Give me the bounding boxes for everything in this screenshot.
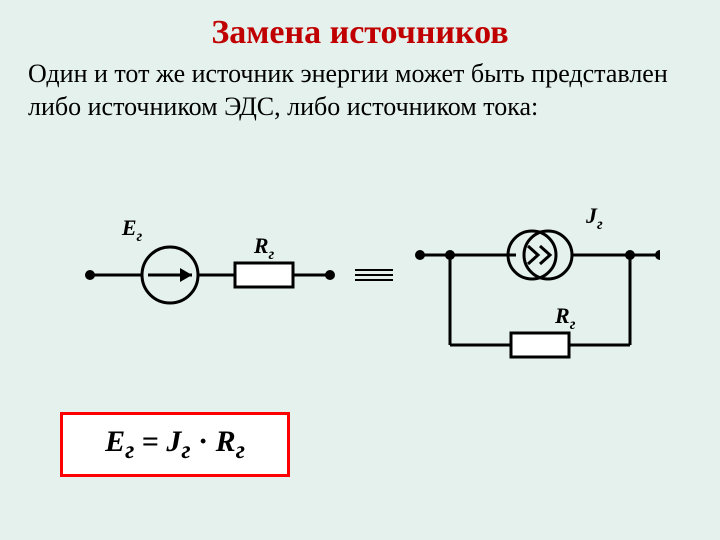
svg-text:Rг: Rг (253, 233, 275, 263)
slide: Замена источников Один и тот же источник… (0, 0, 720, 540)
svg-text:Eг: Eг (121, 215, 143, 245)
svg-text:Jг: Jг (585, 203, 603, 233)
formula-text: Eг = Jг · Rг (105, 425, 245, 465)
svg-text:Rг: Rг (554, 303, 576, 333)
circuit-diagram: Eг Rг Jг Rг (60, 195, 660, 375)
slide-title: Замена источников (0, 0, 720, 58)
formula-box: Eг = Jг · Rг (60, 412, 290, 477)
slide-body-text: Один и тот же источник энергии может быт… (0, 58, 720, 123)
diagram-svg: Eг Rг Jг Rг (60, 195, 660, 375)
